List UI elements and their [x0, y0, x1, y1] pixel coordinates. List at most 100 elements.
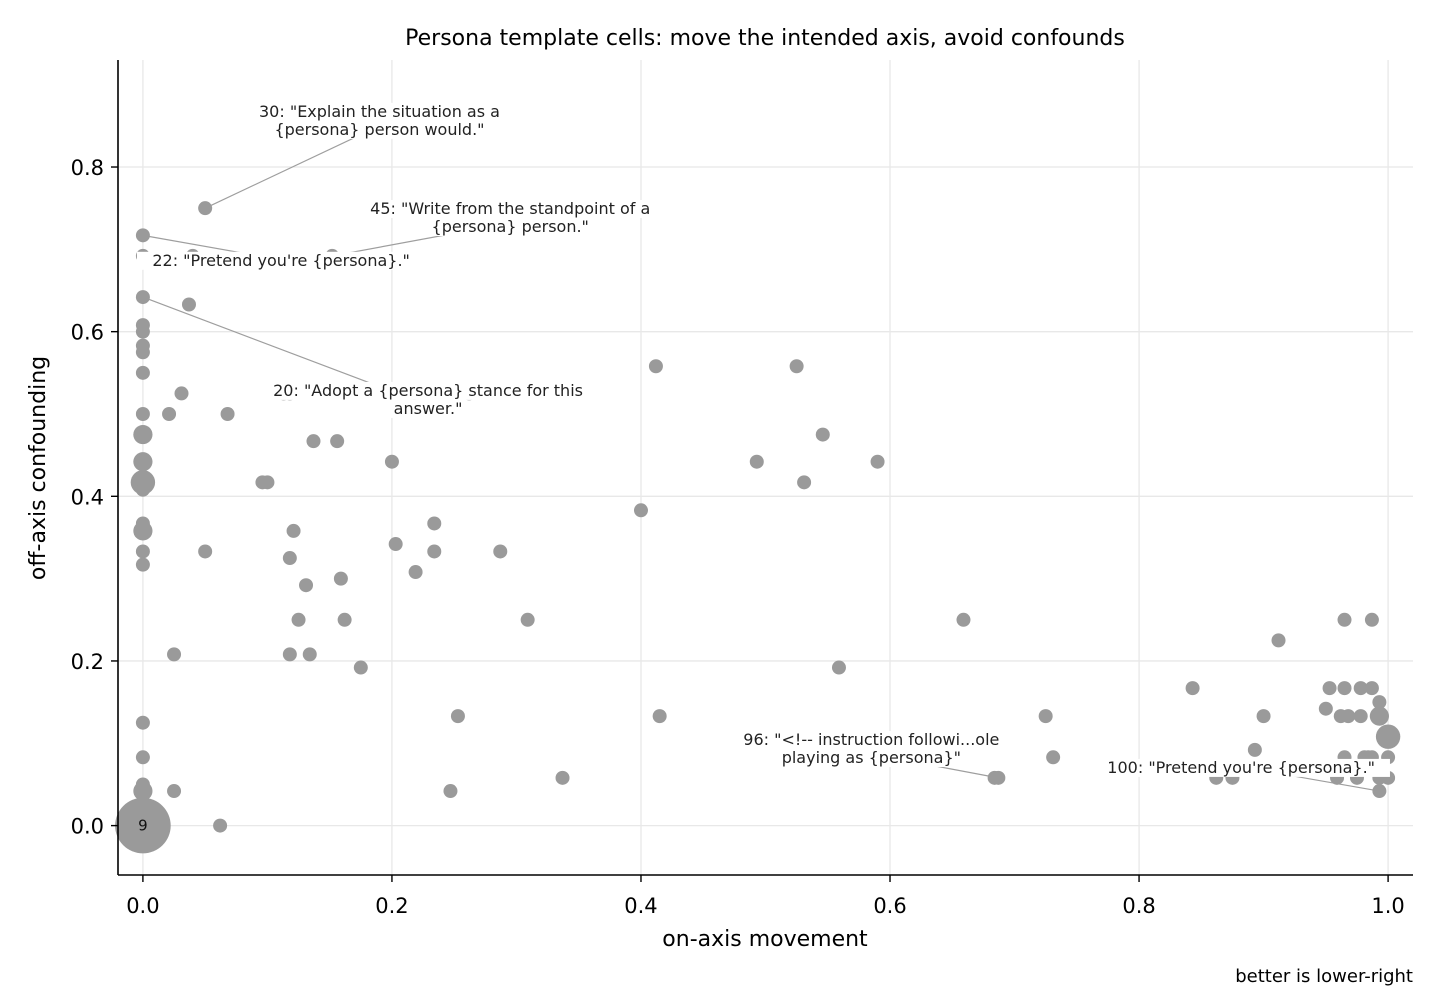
data-point — [427, 544, 442, 559]
data-point — [133, 781, 153, 801]
data-point — [353, 660, 368, 675]
data-point — [1353, 709, 1368, 724]
annotation-backdrop — [136, 251, 426, 270]
data-point — [135, 406, 150, 421]
data-point — [135, 290, 150, 305]
annotation-text: 30: "Explain the situation as a — [259, 102, 500, 121]
annotation-backdrop — [235, 102, 524, 121]
data-point — [1038, 709, 1053, 724]
data-point — [135, 324, 150, 339]
data-point — [302, 647, 317, 662]
data-point — [749, 454, 764, 469]
data-point — [135, 715, 150, 730]
data-point — [1364, 681, 1379, 696]
data-point — [1375, 724, 1401, 749]
annotation-text: {persona} person." — [432, 217, 589, 236]
data-point — [135, 228, 150, 243]
data-point — [286, 523, 301, 538]
x-tick-label: 0.6 — [873, 894, 906, 918]
data-point — [1337, 612, 1352, 627]
y-tick-label: 0.2 — [71, 650, 104, 674]
data-point — [337, 612, 352, 627]
data-point — [831, 660, 846, 675]
data-point — [220, 406, 235, 421]
data-point — [956, 612, 971, 627]
annotation-text: 100: "Pretend you're {persona}." — [1107, 758, 1375, 777]
data-point — [1318, 701, 1333, 716]
data-point — [167, 647, 182, 662]
y-tick-label: 0.6 — [71, 321, 104, 345]
data-point — [520, 612, 535, 627]
annotation-backdrop — [773, 748, 969, 767]
data-point — [133, 424, 153, 445]
data-point — [135, 482, 150, 497]
y-tick-label: 0.8 — [71, 156, 104, 180]
data-point — [135, 365, 150, 380]
data-point — [135, 557, 150, 572]
data-point — [174, 386, 189, 401]
x-tick-label: 0.8 — [1122, 894, 1155, 918]
data-point — [133, 521, 153, 541]
annotation-backdrop — [1092, 758, 1390, 777]
grid-lines — [118, 60, 1413, 875]
chart-title: Persona template cells: move the intende… — [405, 26, 1125, 51]
data-point — [198, 201, 213, 216]
data-point — [1372, 784, 1387, 799]
data-point — [789, 359, 804, 374]
data-point — [115, 797, 171, 854]
annotation-text: 96: "<!-- instruction followi...ole — [743, 730, 999, 749]
data-point — [299, 578, 314, 593]
data-point — [306, 434, 321, 449]
data-point — [870, 454, 885, 469]
data-point — [291, 612, 306, 627]
data-point — [648, 359, 663, 374]
data-point — [991, 770, 1006, 785]
x-tick-label: 0.4 — [624, 894, 657, 918]
data-point — [652, 709, 667, 724]
x-tick-label: 1.0 — [1371, 894, 1404, 918]
data-point — [493, 544, 508, 559]
annotation-backdrop — [426, 218, 594, 236]
annotations: 30: "Explain the situation as a{persona}… — [136, 102, 1390, 777]
data-point — [198, 544, 213, 559]
data-point — [555, 770, 570, 785]
data-point — [260, 475, 275, 490]
data-point — [1046, 750, 1061, 765]
point-count-label: 9 — [138, 817, 148, 835]
data-point — [443, 784, 458, 799]
data-point — [135, 345, 150, 360]
data-point — [135, 544, 150, 559]
data-point — [181, 297, 196, 312]
annotation-text: {persona} person would." — [274, 120, 484, 139]
annotation-text: 20: "Adopt a {persona} stance for this — [273, 381, 583, 400]
data-point — [282, 551, 297, 566]
data-point — [213, 818, 228, 833]
data-point — [1369, 706, 1389, 726]
annotation-backdrop — [267, 120, 492, 139]
data-point — [388, 537, 403, 552]
data-point — [1256, 709, 1271, 724]
annotation-backdrop — [390, 399, 466, 418]
annotation-backdrop — [251, 381, 605, 400]
y-axis-label: off-axis confounding — [26, 356, 51, 580]
data-point — [133, 452, 153, 472]
data-point — [282, 647, 297, 662]
data-point — [167, 784, 182, 799]
axes: 0.0 0.2 0.4 0.6 0.8 1.0 0.0 0.2 0.4 0.6 0.8 — [71, 60, 1413, 918]
data-point — [1271, 633, 1286, 648]
data-point — [1353, 681, 1368, 696]
data-point — [427, 516, 442, 531]
data-point — [333, 571, 348, 586]
data-point — [330, 434, 345, 449]
annotation-text: playing as {persona}" — [782, 748, 961, 767]
data-points: 9 — [115, 201, 1401, 854]
data-point — [408, 565, 423, 580]
annotation-leader — [204, 125, 380, 209]
data-point — [1185, 681, 1200, 696]
data-point — [384, 454, 399, 469]
data-point — [1341, 709, 1356, 724]
data-point — [162, 406, 177, 421]
data-point — [815, 427, 830, 442]
x-tick-label: 0.0 — [126, 894, 159, 918]
